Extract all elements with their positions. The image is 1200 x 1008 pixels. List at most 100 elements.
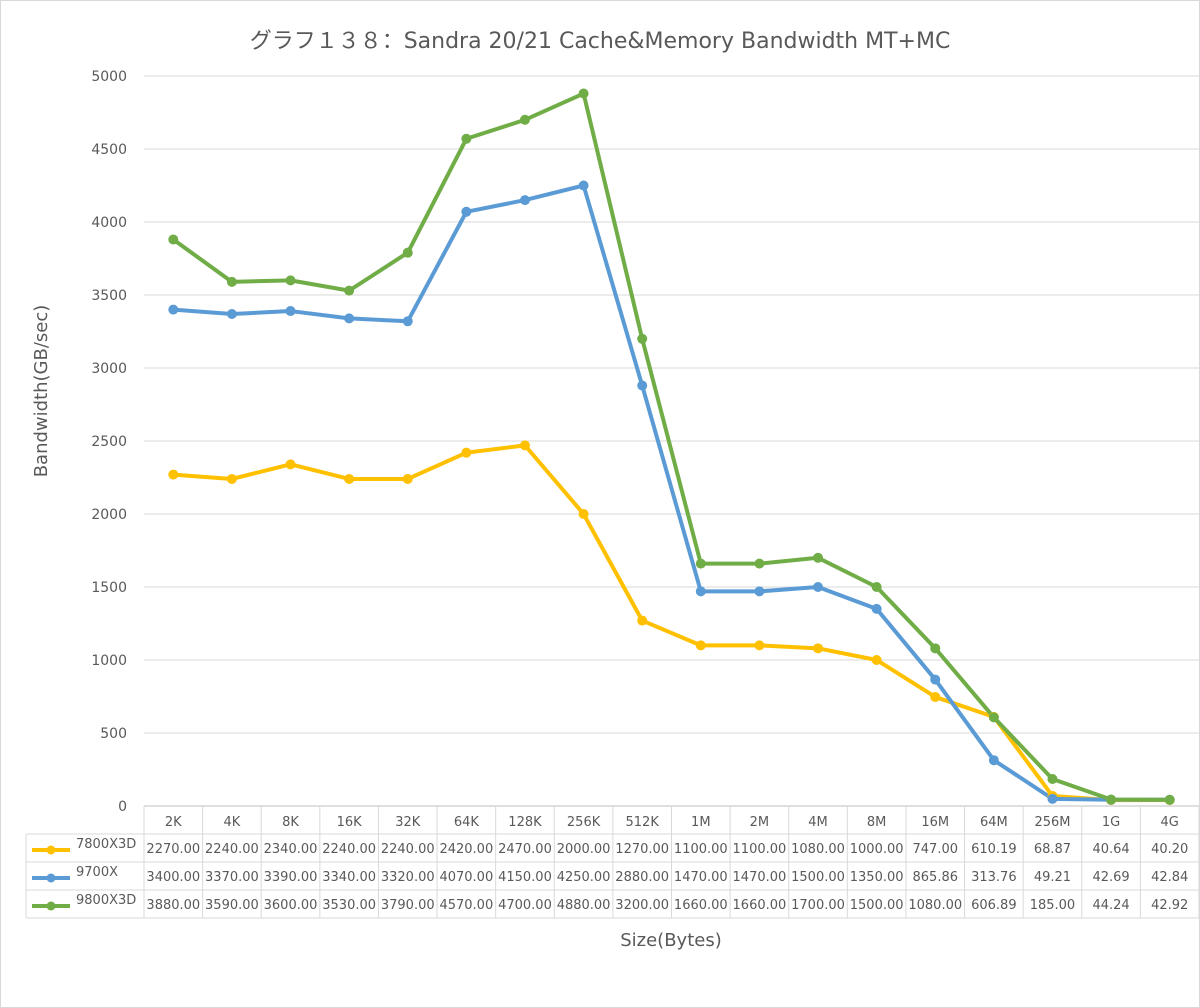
data-point-7800X3D xyxy=(461,447,472,458)
data-point-9800X3D xyxy=(1164,794,1175,805)
x-axis-label: Size(Bytes) xyxy=(620,930,722,951)
table-cell-value: 4570.00 xyxy=(439,898,493,913)
table-cell-value: 1000.00 xyxy=(850,842,904,857)
data-point-9800X3D xyxy=(930,643,941,654)
data-point-7800X3D xyxy=(285,459,296,470)
data-point-9800X3D xyxy=(871,582,882,592)
x-category-label: 8M xyxy=(867,815,887,830)
y-tick-label: 2500 xyxy=(91,434,127,450)
x-category-label: 256M xyxy=(1034,815,1070,830)
data-point-9800X3D xyxy=(168,234,179,245)
x-category-label: 128K xyxy=(508,815,542,830)
table-cell-value: 1660.00 xyxy=(733,898,787,913)
y-tick-label: 4000 xyxy=(91,215,127,231)
legend-key-marker xyxy=(46,873,56,883)
legend-key-marker xyxy=(46,901,56,911)
data-point-9800X3D xyxy=(695,558,706,569)
data-point-9700X xyxy=(578,180,589,191)
table-cell-value: 3200.00 xyxy=(615,898,669,913)
table-cell-value: 3340.00 xyxy=(322,870,376,885)
x-category-label: 1M xyxy=(691,815,711,830)
table-cell-value: 1080.00 xyxy=(908,898,962,913)
data-point-9800X3D xyxy=(285,275,296,286)
table-cell-value: 1080.00 xyxy=(791,842,845,857)
table-cell-value: 2240.00 xyxy=(322,842,376,857)
x-category-label: 64M xyxy=(980,815,1008,830)
data-point-9700X xyxy=(871,603,882,614)
table-cell-value: 1100.00 xyxy=(674,842,728,857)
table-cell-value: 3880.00 xyxy=(146,898,200,913)
table-cell-value: 49.21 xyxy=(1034,870,1071,885)
data-point-9700X xyxy=(637,380,648,391)
x-category-label: 32K xyxy=(395,815,421,830)
series-line-9800X3D xyxy=(172,91,1170,802)
data-point-9700X xyxy=(519,195,530,206)
y-tick-label: 0 xyxy=(118,799,127,815)
table-cell-value: 1470.00 xyxy=(674,870,728,885)
table-cell-value: 3370.00 xyxy=(205,870,259,885)
table-cell-value: 865.86 xyxy=(913,870,959,885)
table-cell-value: 40.20 xyxy=(1151,842,1188,857)
data-point-7800X3D xyxy=(344,473,355,484)
data-point-9700X xyxy=(695,586,706,597)
y-tick-label: 3000 xyxy=(91,361,127,377)
data-point-7800X3D xyxy=(930,691,941,702)
x-category-label: 64K xyxy=(454,815,480,830)
x-category-label: 2K xyxy=(165,815,182,830)
data-point-9800X3D xyxy=(519,114,530,125)
table-cell-value: 3600.00 xyxy=(264,898,318,913)
x-category-label: 4G xyxy=(1161,815,1179,830)
data-point-9800X3D xyxy=(1047,773,1058,784)
table-cell-value: 2270.00 xyxy=(146,842,200,857)
table-cell-value: 4250.00 xyxy=(557,870,611,885)
y-tick-label: 5000 xyxy=(91,69,127,85)
table-cell-value: 42.69 xyxy=(1092,870,1129,885)
data-point-9700X xyxy=(754,586,765,597)
data-point-9800X3D xyxy=(813,552,824,563)
table-cell-value: 1350.00 xyxy=(850,870,904,885)
table-cell-value: 42.84 xyxy=(1151,870,1188,885)
y-tick-label: 1500 xyxy=(91,580,127,596)
data-point-7800X3D xyxy=(637,615,648,626)
x-category-label: 2M xyxy=(750,815,770,830)
table-cell-value: 2470.00 xyxy=(498,842,552,857)
legend-label: 9800X3D xyxy=(76,893,136,908)
y-tick-label: 4500 xyxy=(91,142,127,158)
y-tick-label: 2000 xyxy=(91,507,127,523)
data-point-9700X xyxy=(402,316,413,327)
x-category-label: 512K xyxy=(626,815,660,830)
data-point-9800X3D xyxy=(988,712,999,723)
data-point-9800X3D xyxy=(754,558,765,569)
x-category-label: 16K xyxy=(337,815,363,830)
y-tick-label: 3500 xyxy=(91,288,127,304)
table-cell-value: 1470.00 xyxy=(733,870,787,885)
table-cell-value: 3530.00 xyxy=(322,898,376,913)
table-cell-value: 2340.00 xyxy=(264,842,318,857)
y-tick-label: 1000 xyxy=(91,653,127,669)
table-cell-value: 313.76 xyxy=(971,870,1017,885)
table-cell-value: 606.89 xyxy=(971,898,1017,913)
table-cell-value: 4070.00 xyxy=(439,870,493,885)
table-cell-value: 44.24 xyxy=(1092,898,1129,913)
table-cell-value: 2240.00 xyxy=(205,842,259,857)
data-point-9700X xyxy=(344,313,355,324)
data-point-7800X3D xyxy=(695,640,706,651)
data-point-9700X xyxy=(226,308,237,319)
x-category-label: 8K xyxy=(282,815,299,830)
data-point-7800X3D xyxy=(754,640,765,651)
table-cell-value: 1270.00 xyxy=(615,842,669,857)
data-point-9700X xyxy=(988,755,999,766)
x-category-label: 16M xyxy=(921,815,949,830)
x-category-label: 256K xyxy=(567,815,601,830)
table-cell-value: 4700.00 xyxy=(498,898,552,913)
table-cell-value: 185.00 xyxy=(1030,898,1076,913)
x-category-label: 4K xyxy=(224,815,241,830)
data-point-7800X3D xyxy=(871,655,882,665)
table-cell-value: 4880.00 xyxy=(557,898,611,913)
table-cell-value: 2000.00 xyxy=(557,842,611,857)
data-point-9800X3D xyxy=(1106,794,1117,805)
table-cell-value: 4150.00 xyxy=(498,870,552,885)
table-cell-value: 1700.00 xyxy=(791,898,845,913)
table-cell-value: 2420.00 xyxy=(439,842,493,857)
